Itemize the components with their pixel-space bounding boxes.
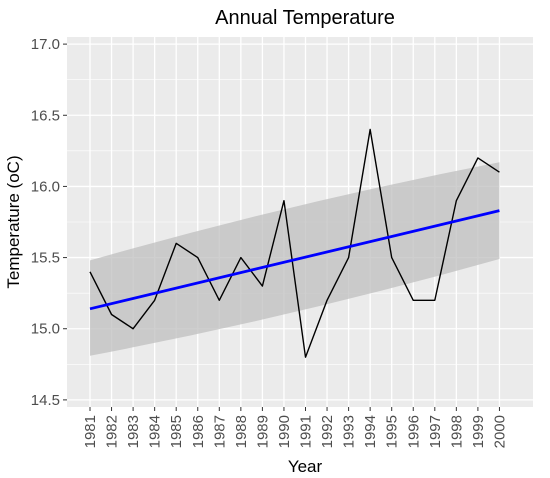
x-tick-label: 1986 <box>190 415 207 448</box>
y-axis-title: Temperature (oC) <box>4 155 23 288</box>
x-tick-label: 1982 <box>104 415 121 448</box>
chart-title: Annual Temperature <box>215 7 395 29</box>
x-tick-label: 1989 <box>254 415 271 448</box>
x-tick-label: 1987 <box>211 415 228 448</box>
x-axis-ticks: 1981 1982 1983 1984 1985 1986 1987 1988 1989 1990… <box>82 407 508 448</box>
x-tick-label: 1985 <box>168 415 185 448</box>
trend-line <box>89 209 500 311</box>
temperature-series-line <box>89 128 500 358</box>
x-tick-label: 1996 <box>405 415 422 448</box>
x-tick-label: 1983 <box>125 415 142 448</box>
y-axis-ticks: 14.5 15.0 15.5 16.0 16.5 17.0 <box>31 36 67 409</box>
x-tick-label: 1997 <box>427 415 444 448</box>
y-tick-label: 17.0 <box>31 36 60 53</box>
y-tick-label: 16.0 <box>31 178 60 195</box>
x-axis-title: Year <box>288 457 323 476</box>
x-tick-label: 1998 <box>448 415 465 448</box>
x-tick-label: 1999 <box>470 415 487 448</box>
temperature-line-layer <box>89 128 500 358</box>
y-tick-label: 15.5 <box>31 250 60 267</box>
y-tick-label: 15.0 <box>31 321 60 338</box>
x-tick-label: 1993 <box>341 415 358 448</box>
x-tick-label: 1984 <box>147 415 164 448</box>
x-tick-label: 1995 <box>384 415 401 448</box>
x-tick-label: 1994 <box>362 415 379 448</box>
x-tick-label: 2000 <box>491 415 508 448</box>
x-tick-label: 1988 <box>233 415 250 448</box>
x-tick-label: 1991 <box>298 415 315 448</box>
y-tick-label: 14.5 <box>31 392 60 409</box>
x-tick-label: 1992 <box>319 415 336 448</box>
x-tick-label: 1990 <box>276 415 293 448</box>
y-tick-label: 16.5 <box>31 107 60 124</box>
x-tick-label: 1981 <box>82 415 99 448</box>
trend-line-layer <box>89 209 500 311</box>
